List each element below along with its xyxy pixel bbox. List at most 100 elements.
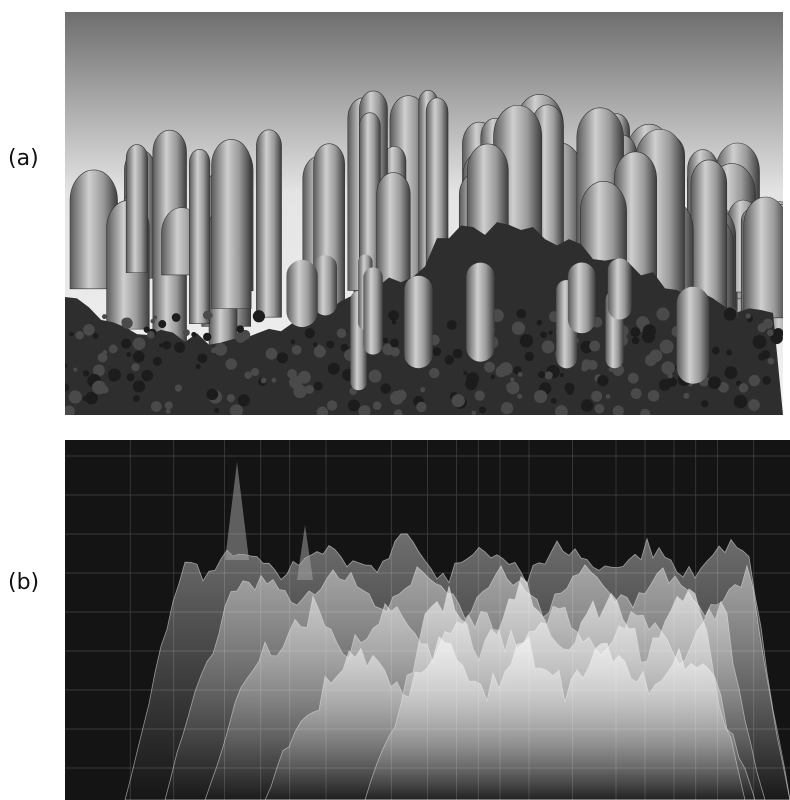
shrub [701,400,708,407]
shrub [390,391,404,405]
shrub [432,347,441,356]
shrub [326,341,334,349]
rock-pillar [212,139,252,308]
figure: {"panels": [{"label": "(a)"}, {"label": … [0,0,790,800]
shrub [313,342,317,346]
shrub [445,355,455,365]
shrub [512,322,525,335]
shrub [251,368,259,376]
shrub [144,326,150,332]
shrub [724,308,737,321]
mountain-photo [65,12,783,415]
shrub [369,370,382,383]
shrub [244,371,252,379]
shrub [752,335,766,349]
shrub [277,352,288,363]
shrub [560,405,564,409]
shrub [328,363,340,375]
shrub [102,314,107,319]
rock-lower [286,260,317,327]
shrub [121,338,131,348]
rock-lower [404,276,432,368]
shrub [337,328,347,338]
shrub [166,409,171,414]
shrub [238,394,250,406]
shrub [133,351,145,363]
shrub [150,319,155,324]
panel-label: (b) [8,570,39,595]
shrub [227,394,235,402]
shrub [172,313,181,322]
shrub [628,373,639,384]
shrub [127,373,135,381]
shrub [159,343,163,347]
shrub [151,401,162,412]
shrub [196,364,201,369]
shrub [666,379,670,383]
shrub [191,332,196,337]
shrub [491,375,495,379]
shrub [380,383,390,393]
shrub [214,408,219,413]
shrub [726,349,732,355]
shrub [501,402,513,414]
shrub [420,387,425,392]
shrub [327,400,337,410]
shrub [183,329,190,336]
shrub [656,308,669,321]
shrub [581,399,594,412]
shrub [133,380,145,392]
shrub [69,332,73,336]
shrub [109,345,118,354]
shrub [253,310,265,322]
shrub [520,334,533,347]
shrub [506,384,512,390]
shrub [131,363,139,371]
shrub [314,346,326,358]
shrub [660,340,674,354]
shrub [525,352,534,361]
shrub [153,357,162,366]
shrub [158,320,166,328]
rock-lower [568,263,596,334]
shrub [560,373,564,377]
shrub [416,402,426,412]
shrub [537,320,543,326]
shrub [748,399,760,411]
shrub [762,376,771,385]
shrub [538,371,545,378]
shrub [388,310,399,321]
shrub [534,390,547,403]
shrub [517,309,527,319]
shrub [452,394,465,407]
shrub [73,368,77,372]
shrub [447,320,457,330]
shrub [133,395,140,402]
shrub [291,339,296,344]
shrub [236,325,244,333]
shrub [348,400,360,412]
shrub [631,388,642,399]
rock-lower [608,258,632,319]
shrub [542,340,555,353]
shrub [643,324,656,337]
rock-pillar [126,145,147,273]
shrub [162,341,171,350]
shrub [207,313,213,319]
shrub [632,337,639,344]
shrub [683,393,689,399]
shrub [582,359,592,369]
rock-lower [363,267,382,354]
shrub [479,406,486,413]
shrub [83,324,95,336]
shrub [93,333,99,339]
shrub [768,358,775,365]
shrub [734,395,748,409]
shrub [121,318,129,326]
panel-label: (a) [8,146,39,171]
shrub [292,345,302,355]
shrub [392,320,396,324]
shrub [383,338,388,343]
shrub [767,330,774,337]
shrub [708,376,721,389]
